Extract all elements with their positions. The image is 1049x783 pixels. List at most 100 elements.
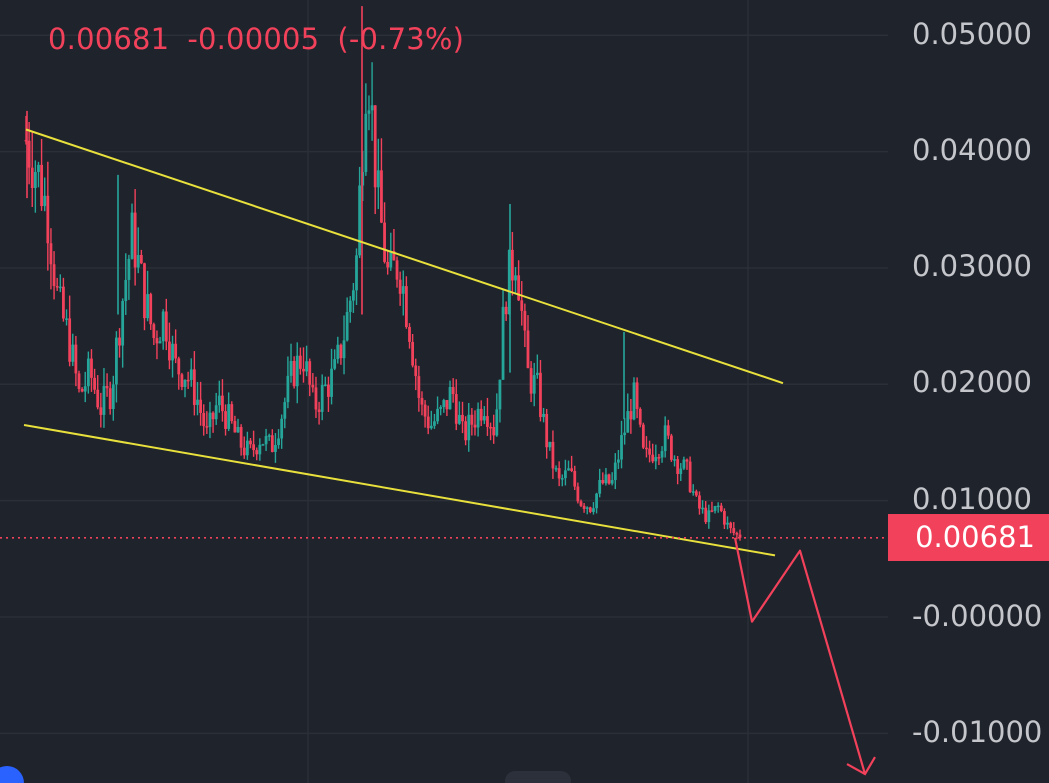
candle-body: [710, 510, 714, 512]
candle-body: [673, 459, 676, 461]
candle-body: [355, 255, 358, 291]
candle-body: [563, 470, 567, 479]
candle-body: [694, 491, 698, 496]
candle-body: [351, 290, 355, 301]
candle-body: [595, 493, 598, 509]
candle-body: [698, 495, 701, 509]
candle-body: [376, 170, 380, 188]
candle-body: [704, 507, 708, 523]
candle-body: [121, 300, 125, 346]
candle-body: [171, 343, 174, 361]
y-axis-tick: 0.04000: [912, 133, 1032, 167]
candle-body: [610, 480, 614, 484]
candle-body: [164, 311, 168, 342]
candle-body: [196, 399, 199, 405]
candle-body: [498, 379, 502, 410]
candle-body: [670, 435, 673, 460]
candle-body: [286, 375, 290, 403]
candle-body: [183, 379, 187, 387]
candle-body: [679, 468, 683, 474]
candle-body: [186, 379, 190, 382]
candle-body: [417, 376, 421, 398]
candle-body: [295, 355, 299, 387]
candle-body: [738, 534, 742, 538]
candle-body: [464, 421, 468, 441]
candle-body: [486, 416, 489, 427]
candle-body: [620, 435, 623, 460]
candle-body: [330, 368, 333, 397]
projection-line: [733, 537, 867, 775]
candle-body: [255, 450, 259, 455]
candle-body: [68, 318, 72, 362]
candle-body: [333, 359, 337, 369]
candle-body: [560, 478, 564, 480]
candle-body: [189, 369, 193, 380]
scroll-handle[interactable]: [505, 771, 571, 783]
candle-body: [592, 508, 595, 512]
candle-body: [548, 441, 552, 448]
candle-body: [719, 505, 723, 511]
candle-body: [283, 402, 287, 419]
candle-body: [392, 251, 396, 261]
y-axis-tick: 0.02000: [912, 365, 1032, 399]
candle-body: [52, 264, 56, 287]
candle-body: [395, 260, 399, 280]
y-axis-tick: 0.03000: [912, 249, 1032, 283]
candle-body: [80, 388, 84, 392]
candle-body: [526, 330, 530, 369]
candle-body: [274, 445, 277, 452]
candle-body: [161, 311, 165, 342]
candle-body: [542, 413, 545, 418]
lower-trendline: [23, 424, 776, 557]
grid-lines: [0, 0, 888, 783]
candle-body: [557, 468, 561, 479]
candle-body: [217, 395, 221, 406]
candle-body: [492, 427, 496, 436]
candle-body: [588, 507, 592, 512]
candle-body: [451, 387, 455, 395]
candle-body: [386, 261, 390, 268]
candle-body: [311, 384, 315, 388]
candle-body: [510, 249, 514, 281]
candle-body: [102, 385, 106, 415]
candle-body: [732, 528, 736, 533]
y-axis-tick: -0.00000: [912, 599, 1043, 633]
candle-body: [576, 486, 580, 502]
candle-body: [729, 522, 733, 529]
chart-toolbar-dot[interactable]: [0, 766, 24, 783]
candle-body: [305, 361, 309, 372]
candle-body: [46, 195, 50, 244]
candle-body: [701, 507, 704, 510]
candle-body: [115, 337, 118, 385]
candle-body: [373, 105, 377, 188]
quote-change-pct: (-0.73%): [337, 22, 465, 56]
candle-body: [174, 343, 178, 359]
candle-body: [302, 368, 305, 372]
candle-body: [211, 412, 215, 420]
candle-body: [108, 388, 112, 410]
candle-body: [401, 286, 405, 294]
candle-body: [58, 286, 62, 289]
candle-body: [261, 444, 265, 446]
candle-body: [520, 300, 524, 311]
candle-body: [535, 372, 539, 376]
candle-body: [551, 441, 555, 469]
candle-body: [83, 386, 87, 392]
candle-body: [367, 110, 371, 114]
candle-body: [517, 275, 521, 301]
candle-body: [93, 377, 96, 390]
quote-change: -0.00005: [187, 22, 320, 56]
candle-body: [623, 432, 627, 436]
candle-body: [470, 414, 474, 425]
current-price-label: 0.00681: [888, 514, 1049, 561]
candle-body: [199, 399, 203, 413]
candle-body: [264, 436, 268, 445]
candle-body: [270, 435, 274, 452]
y-axis-tick: -0.01000: [912, 715, 1043, 749]
candle-body: [364, 113, 368, 173]
candle-body: [180, 374, 184, 387]
candle-body: [327, 384, 330, 397]
candle-body: [277, 438, 280, 446]
